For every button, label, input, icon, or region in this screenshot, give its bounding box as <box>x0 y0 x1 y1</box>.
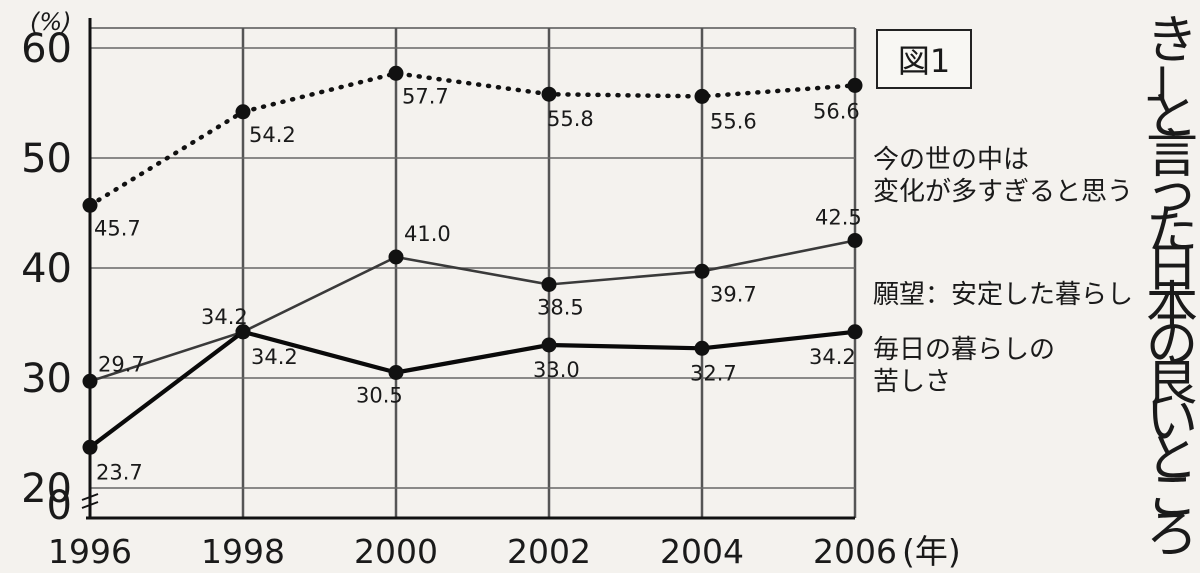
legend-entry: 今の世の中は <box>873 145 1029 175</box>
data-point <box>82 373 98 389</box>
data-point <box>541 86 557 102</box>
data-point <box>847 324 863 340</box>
side-text-char: 」 <box>1146 49 1198 109</box>
data-point <box>388 365 404 380</box>
y-axis-break <box>81 493 99 509</box>
figure-label-box: 図1 <box>876 29 972 89</box>
side-text-char: き <box>1146 11 1198 71</box>
data-label: 42.5 <box>815 206 862 230</box>
data-point <box>541 277 557 292</box>
data-label: 34.2 <box>809 345 856 369</box>
data-point <box>694 88 710 104</box>
y-tick-label: 30 <box>21 356 72 402</box>
data-label: 34.2 <box>251 345 298 369</box>
series-line-2 <box>89 239 856 383</box>
data-label: 23.7 <box>96 460 143 484</box>
side-text-char: っ <box>1146 163 1198 223</box>
series-lines <box>87 71 858 449</box>
x-tick-label: 1996 <box>48 532 132 569</box>
data-label: 41.0 <box>404 222 451 246</box>
data-labels: 45.7 54.2 57.7 55.8 55.6 56.6 29.7 34.2 41.0 38.5… <box>94 84 862 484</box>
legend-entry: 苦しさ <box>873 367 951 397</box>
tick-labels: 0203040506070199619982000200220042006 <box>21 26 897 571</box>
data-label: 29.7 <box>98 352 145 376</box>
data-point <box>235 104 251 120</box>
side-text-char: の <box>1146 315 1198 375</box>
grid <box>88 27 857 518</box>
y-tick-label: 60 <box>21 26 72 72</box>
data-label: 30.5 <box>356 384 403 408</box>
data-point <box>82 197 98 213</box>
side-text-char: こ <box>1146 467 1198 527</box>
data-label: 34.2 <box>201 305 248 329</box>
x-tick-label: 2006 <box>813 532 897 569</box>
y-tick-label: 20 <box>21 466 72 512</box>
x-unit-label: (年) <box>902 532 961 569</box>
data-label: 38.5 <box>537 296 584 320</box>
data-label: 57.7 <box>402 84 449 108</box>
series-line-3 <box>88 329 856 449</box>
x-tick-label: 1998 <box>201 532 285 569</box>
y-unit-label: (%) <box>30 8 72 36</box>
data-point <box>82 439 98 455</box>
x-tick-label: 2004 <box>660 532 744 569</box>
data-label: 54.2 <box>249 123 296 147</box>
data-point <box>847 77 863 93</box>
side-text-char: た <box>1146 201 1198 261</box>
side-text-char: 良 <box>1146 353 1198 413</box>
side-text-char: 言 <box>1146 125 1198 185</box>
data-point <box>541 337 557 353</box>
side-text-char: 本 <box>1146 277 1198 337</box>
x-tick-label: 2002 <box>507 532 591 569</box>
side-text-char: 日 <box>1146 239 1198 299</box>
series-line-1 <box>87 71 858 208</box>
legend-entry: 変化が多すぎると思う <box>873 177 1133 207</box>
side-text-char: と <box>1146 429 1198 489</box>
figure-label: 図1 <box>898 42 950 80</box>
data-label: 39.7 <box>710 282 757 306</box>
data-point <box>694 340 710 356</box>
legend-entry: 毎日の暮らしの <box>873 335 1055 365</box>
legend-entry: 願望：安定した暮らし <box>873 280 1133 310</box>
data-point <box>388 65 404 81</box>
data-label: 55.8 <box>547 107 594 131</box>
data-label: 32.7 <box>690 361 737 385</box>
data-points <box>82 65 863 455</box>
x-tick-label: 2000 <box>354 532 438 569</box>
data-point <box>388 249 404 265</box>
data-point <box>694 263 710 279</box>
side-text-char: い <box>1146 391 1198 451</box>
side-text-char: ろ <box>1146 505 1198 565</box>
data-label: 56.6 <box>813 99 860 123</box>
data-point <box>235 324 251 340</box>
axes <box>81 18 855 520</box>
data-label: 45.7 <box>94 216 141 240</box>
data-label: 33.0 <box>533 358 580 382</box>
data-label: 55.6 <box>710 109 757 133</box>
data-point <box>847 233 863 248</box>
side-text-char: と <box>1146 87 1198 147</box>
y-tick-label: 40 <box>21 246 72 292</box>
y-tick-label: 0 <box>47 483 72 529</box>
y-tick-label: 50 <box>21 136 72 182</box>
